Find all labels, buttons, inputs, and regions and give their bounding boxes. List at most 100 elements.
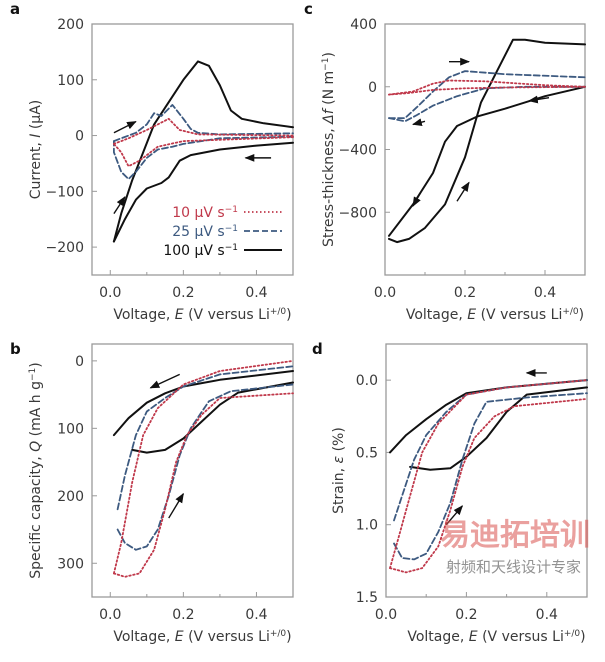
plot-frame (91, 343, 294, 598)
direction-arrow (445, 505, 464, 526)
series-s10-line (389, 379, 588, 569)
series-s100-line (112, 141, 294, 243)
watermark-tagline: 射频和天线设计专家 (446, 558, 581, 576)
panel-b: b 0.0 0.2 0.4 0 100 200 300 Voltage, E (V versus… (10, 340, 294, 645)
label-part: ) (286, 307, 291, 323)
x-tick-label: 0.0 (375, 607, 397, 623)
x-tick-label: 0.2 (455, 607, 477, 623)
direction-arrow (168, 492, 184, 519)
panel-letter: a (10, 0, 20, 18)
legend-text: 25 μV s (172, 224, 225, 240)
y-tick-label: −200 (46, 240, 84, 256)
label-part: Specific capacity, (28, 452, 44, 579)
series-s10-line (113, 117, 294, 145)
x-tick-label: 0.0 (99, 607, 121, 623)
label-part: E (469, 629, 478, 645)
y-tick-label: 100 (57, 421, 84, 437)
series-s100-line (112, 370, 294, 437)
series-s100-line (112, 60, 294, 243)
legend-sup: −1 (225, 243, 238, 253)
label-part: Stress-thickness, (321, 124, 337, 247)
series-s25-line (116, 365, 294, 511)
y-tick-label: −400 (339, 143, 377, 159)
series-s25-line (116, 383, 294, 551)
panel-d: d 0.0 0.2 0.4 0.0 0.5 1.0 1.5 Voltage, E (V vers… (312, 340, 588, 645)
legend-text: 100 μV s (163, 243, 224, 259)
panel-c: c 0.0 0.2 0.4 400 0 −400 −800 Voltage, E (V vers… (304, 0, 586, 323)
panel-letter: c (304, 0, 313, 18)
x-axis-label: Voltage, E (V versus Li+/0) (406, 307, 584, 323)
y-tick-label: 0 (368, 80, 377, 96)
series-s25-line (113, 104, 294, 142)
plot-frame (91, 23, 294, 276)
y-tick-label: 0 (75, 129, 84, 145)
series-s25-line (113, 135, 294, 180)
legend-sup: −1 (225, 224, 238, 234)
y-tick-label: 1.5 (356, 590, 378, 606)
label-part: (V versus Li (184, 307, 270, 323)
legend-sup: −1 (225, 205, 238, 215)
label-part: +/0 (564, 629, 581, 639)
x-tick-label: 0.4 (245, 607, 267, 623)
x-tick-label: 0.0 (99, 285, 121, 301)
y-tick-label: 100 (57, 73, 84, 89)
series-s25-line (388, 85, 586, 123)
y-tick-label: 400 (350, 17, 377, 33)
x-tick-label: 0.0 (374, 285, 396, 301)
x-axis-label: Voltage, E (V versus Li+/0) (407, 629, 585, 645)
y-tick-label: −800 (339, 205, 377, 221)
series-s10-line (113, 392, 294, 578)
legend-label: 25 μV s−1 (172, 224, 238, 240)
x-tick-label: 0.4 (536, 607, 558, 623)
y-axis-label: Current, I (μA) (28, 100, 44, 199)
x-tick-label: 0.2 (454, 285, 476, 301)
label-part: ) (580, 629, 585, 645)
label-part: (V versus Li (478, 629, 564, 645)
series-s100-line (388, 38, 586, 244)
direction-arrow (412, 191, 422, 207)
direction-arrow (412, 118, 426, 126)
y-tick-label: 0.0 (356, 373, 378, 389)
label-part: Voltage, (407, 629, 468, 645)
y-tick-label: 0 (75, 354, 84, 370)
label-part: ) (579, 307, 584, 323)
watermark-logo: 易迪拓培训 (440, 518, 590, 553)
direction-arrow (149, 373, 181, 389)
panel-a: a 0.0 0.2 0.4 200 100 0 −100 −200 Voltage, E (V v… (10, 0, 294, 323)
label-part: E (175, 629, 184, 645)
label-part: Voltage, (406, 307, 467, 323)
label-part: Current, (28, 138, 44, 199)
x-tick-label: 0.2 (172, 285, 194, 301)
y-axis-label: Specific capacity, Q (mA h g−1) (28, 362, 44, 579)
y-axis-label: Strain, ε (%) (331, 427, 347, 514)
series-s100-line (388, 85, 586, 237)
series-s10-line (388, 85, 586, 96)
legend-text: 10 μV s (172, 205, 225, 221)
y-tick-label: 0.5 (356, 445, 378, 461)
series-s25-line (388, 70, 586, 119)
series-s10-line (388, 79, 586, 96)
x-axis-label: Voltage, E (V versus Li+/0) (113, 629, 291, 645)
panel-letter: d (312, 340, 323, 358)
label-part: ) (321, 52, 337, 57)
direction-arrow (113, 120, 137, 134)
label-part: (μA) (28, 100, 44, 134)
y-tick-label: 200 (57, 17, 84, 33)
label-part: I (28, 134, 44, 138)
x-axis-label: Voltage, E (V versus Li+/0) (113, 307, 291, 323)
label-part: +/0 (270, 307, 287, 317)
series-s100-line (131, 381, 294, 454)
series-s10-line (113, 360, 294, 575)
plot-frame (384, 23, 586, 276)
direction-arrow (456, 181, 470, 202)
series-s10-line (113, 136, 294, 168)
y-tick-label: −100 (46, 184, 84, 200)
direction-arrow (113, 196, 126, 215)
label-part: +/0 (562, 307, 579, 317)
label-part: Voltage, (113, 629, 174, 645)
label-part: Q (28, 441, 44, 452)
legend-label: 10 μV s−1 (172, 205, 238, 221)
x-tick-label: 0.2 (172, 607, 194, 623)
x-tick-label: 0.4 (245, 285, 267, 301)
